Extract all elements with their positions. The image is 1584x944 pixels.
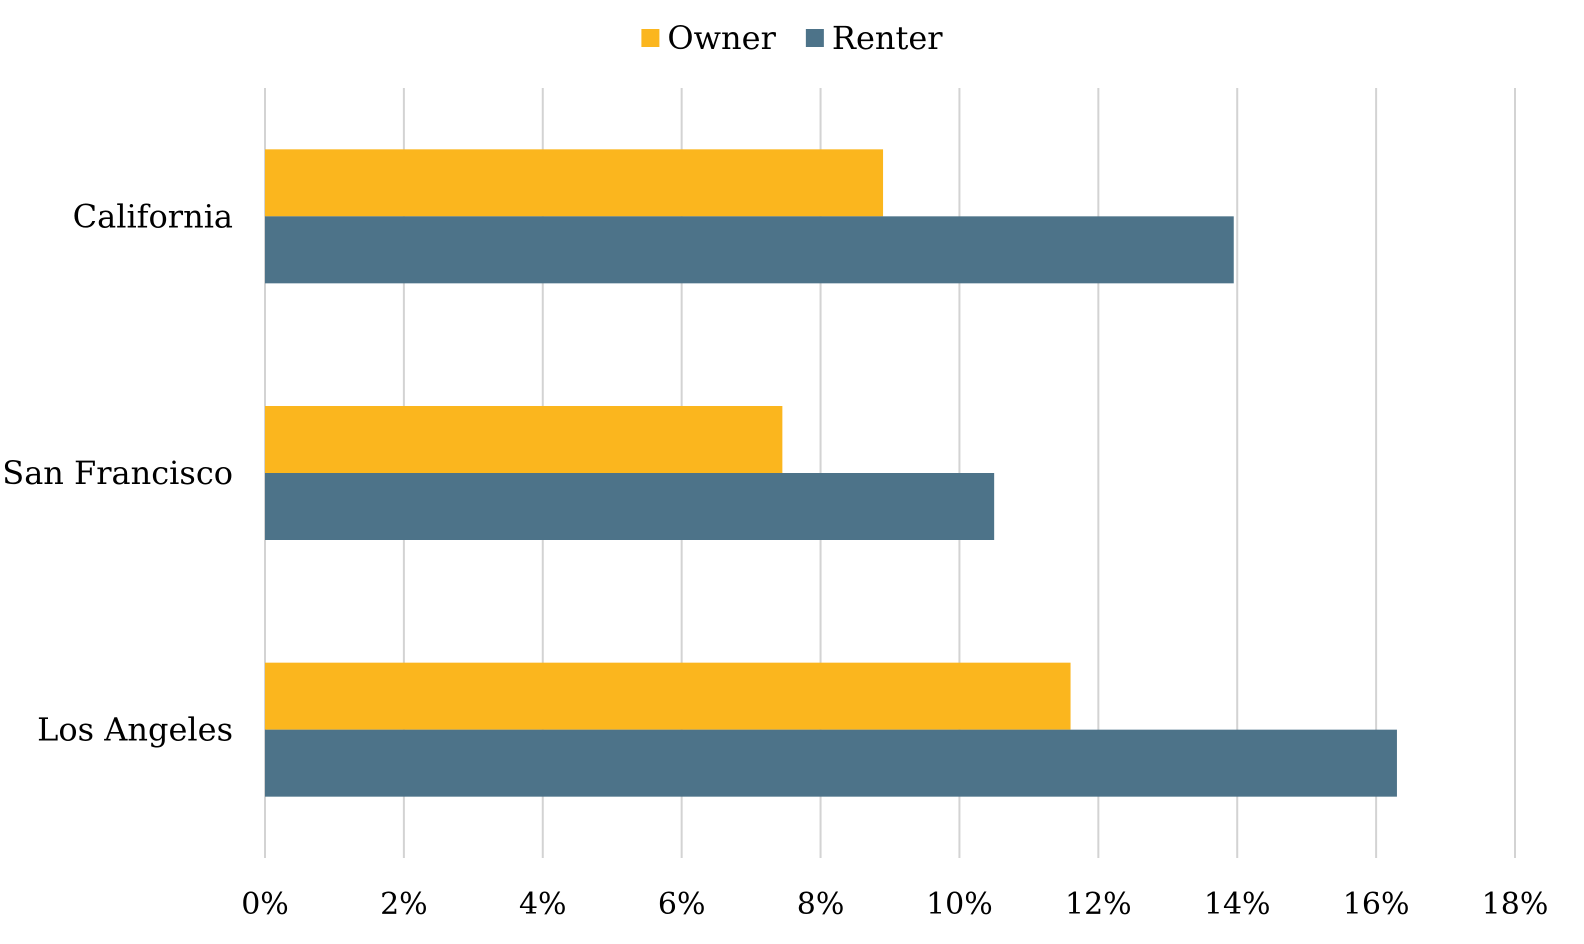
x-tick-label-8: 8% [797, 887, 845, 922]
legend-swatch-renter [805, 29, 824, 47]
legend-label-renter: Renter [832, 19, 943, 57]
category-label-california: California [73, 197, 233, 235]
x-tick-label-12: 12% [1065, 887, 1132, 922]
x-tick-label-2: 2% [380, 887, 428, 922]
legend-item-renter: Renter [805, 19, 943, 57]
legend: Owner Renter [641, 19, 943, 57]
legend-swatch-owner [641, 29, 660, 47]
bar-california-renter [265, 216, 1234, 284]
x-tick-label-4: 4% [519, 887, 567, 922]
legend-item-owner: Owner [641, 19, 777, 57]
bar-california-owner [265, 149, 884, 217]
x-tick-label-0: 0% [241, 887, 289, 922]
category-label-san-francisco: San Francisco [2, 454, 233, 492]
x-axis-tick-labels: 0% 2% 4% 6% 8% 10% 12% 14% 16% 18% [241, 887, 1548, 922]
x-tick-label-14: 14% [1204, 887, 1271, 922]
bar-los-angeles-renter [265, 729, 1397, 797]
bar-los-angeles-owner [265, 662, 1071, 730]
x-tick-label-18: 18% [1482, 887, 1549, 922]
category-labels: California San Francisco Los Angeles [2, 197, 233, 748]
category-label-los-angeles: Los Angeles [37, 711, 233, 749]
x-tick-label-16: 16% [1343, 887, 1410, 922]
bar-san-francisco-renter [265, 473, 995, 540]
x-tick-label-10: 10% [926, 887, 993, 922]
legend-label-owner: Owner [667, 19, 776, 57]
bars [265, 149, 1397, 797]
bar-san-francisco-owner [265, 406, 783, 473]
x-tick-label-6: 6% [658, 887, 706, 922]
